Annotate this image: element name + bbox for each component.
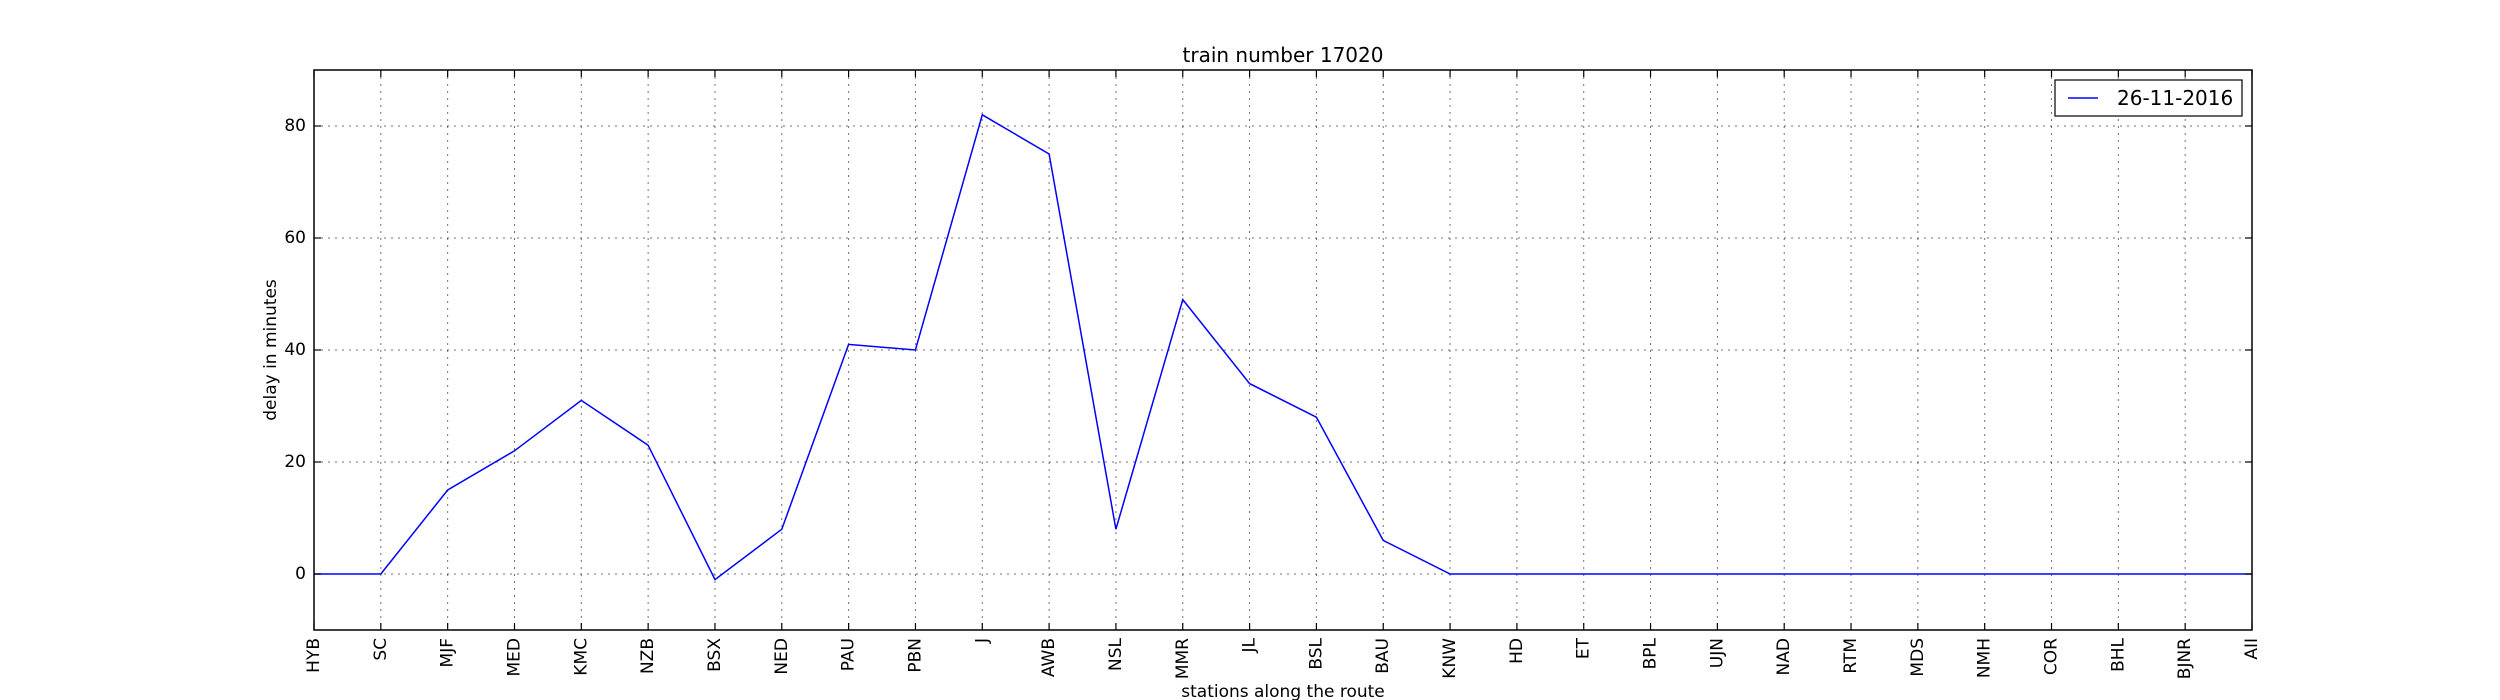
x-tick-label: BAU	[1373, 638, 1393, 674]
x-tick-label: NMH	[1975, 638, 1995, 678]
x-tick-label: SC	[371, 638, 391, 661]
y-tick-label: 40	[284, 340, 306, 360]
x-tick-label: KMC	[571, 638, 591, 676]
x-tick-label: BSX	[705, 638, 725, 672]
x-tick-label: MMR	[1173, 638, 1193, 679]
x-tick-label: BSL	[1306, 637, 1326, 669]
x-tick-label: MDS	[1908, 638, 1928, 677]
x-tick-label: COR	[2042, 638, 2062, 675]
x-tick-label: JL	[1240, 637, 1260, 653]
x-tick-label: KNW	[1440, 638, 1460, 679]
x-tick-label: J	[972, 638, 992, 644]
x-axis-label: stations along the route	[1181, 682, 1385, 700]
x-tick-label: BPL	[1641, 637, 1661, 669]
x-tick-label: PBN	[905, 638, 925, 673]
y-tick-label: 0	[295, 564, 306, 584]
y-tick-label: 80	[284, 116, 306, 136]
x-tick-label: MED	[504, 638, 524, 677]
tick-labels: HYB SC MJF MED KMC NZB BSX NED PAU PBN J AWB NSL MMR J…	[284, 116, 2262, 679]
legend: 26-11-2016	[2054, 79, 2243, 117]
x-tick-label: AII	[2242, 638, 2262, 660]
y-axis-label: delay in minutes	[261, 279, 281, 421]
x-tick-label: NED	[772, 638, 792, 675]
x-tick-label: HD	[1507, 638, 1527, 664]
series-lines	[314, 113, 2252, 581]
x-tick-label: HYB	[304, 638, 324, 673]
chart-title: train number 17020	[1183, 43, 1384, 67]
legend-entry-label: 26-11-2016	[2117, 86, 2233, 110]
grid-lines	[313, 70, 2253, 630]
x-tick-label: PAU	[839, 638, 859, 671]
x-tick-label: NAD	[1774, 638, 1794, 675]
x-tick-label: NSL	[1106, 637, 1126, 671]
x-tick-label: AWB	[1039, 638, 1059, 677]
axis-ticks	[313, 70, 2253, 630]
y-tick-label: 20	[284, 452, 306, 472]
plot-frame	[313, 69, 2253, 631]
x-tick-label: RTM	[1841, 638, 1861, 674]
x-tick-label: NZB	[638, 638, 658, 674]
x-tick-label: UJN	[1707, 638, 1727, 668]
x-tick-label: ET	[1574, 637, 1594, 659]
x-tick-label: BJNR	[2175, 638, 2195, 679]
x-tick-label: BHL	[2108, 637, 2128, 671]
x-tick-label: MJF	[438, 638, 458, 667]
y-tick-label: 60	[284, 228, 306, 248]
series-line	[314, 113, 2252, 581]
